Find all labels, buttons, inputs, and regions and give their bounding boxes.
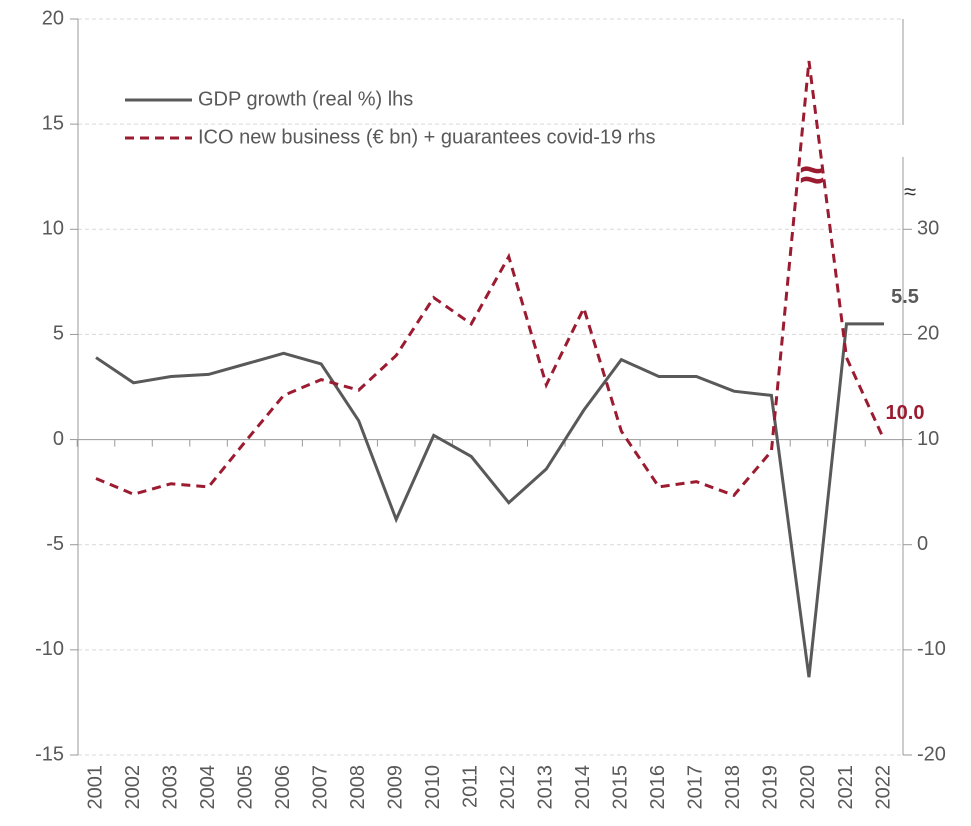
x-tick-label: 2017 xyxy=(685,765,707,810)
x-tick-label: 2007 xyxy=(309,765,331,810)
y2-tick-label: -20 xyxy=(917,743,946,765)
x-tick-label: 2004 xyxy=(197,765,219,810)
x-tick-label: 2014 xyxy=(572,765,594,810)
legend-label: ICO new business (€ bn) + guarantees cov… xyxy=(198,126,655,148)
axis-break-mark: ≈ xyxy=(800,151,824,200)
y-tick-label: 10 xyxy=(42,218,64,240)
y-tick-label: 15 xyxy=(42,112,64,134)
y2-tick-label: 10 xyxy=(917,428,939,450)
x-tick-label: 2021 xyxy=(835,765,857,810)
x-tick-label: 2008 xyxy=(347,765,369,810)
x-tick-label: 2016 xyxy=(647,765,669,810)
y-tick-label: 5 xyxy=(53,323,64,345)
y2-tick-label: -10 xyxy=(917,638,946,660)
x-tick-label: 2015 xyxy=(610,765,632,810)
x-tick-label: 2010 xyxy=(422,765,444,810)
x-tick-label: 2011 xyxy=(460,765,482,808)
axis-break-mark: ≈ xyxy=(904,179,916,204)
y-tick-label: -10 xyxy=(35,638,64,660)
x-tick-label: 2018 xyxy=(722,765,744,810)
x-tick-label: 2022 xyxy=(872,765,894,810)
y2-tick-label: 20 xyxy=(917,323,939,345)
y-tick-label: -15 xyxy=(35,743,64,765)
series-line xyxy=(95,322,884,678)
y2-tick-label: 0 xyxy=(917,533,928,555)
x-tick-label: 2009 xyxy=(384,765,406,810)
x-tick-label: 2005 xyxy=(234,765,256,810)
y2-tick-label: 30 xyxy=(917,218,939,240)
y-tick-label: -5 xyxy=(46,533,64,555)
x-tick-label: 2006 xyxy=(272,765,294,810)
data-label: 10.0 xyxy=(886,402,925,424)
data-label: 5.5 xyxy=(891,286,919,308)
x-tick-label: 2003 xyxy=(159,765,181,810)
x-tick-label: 2012 xyxy=(497,765,519,810)
legend-label: GDP growth (real %) lhs xyxy=(198,88,413,110)
x-tick-label: 2019 xyxy=(760,765,782,810)
x-tick-label: 2001 xyxy=(84,765,106,810)
y-tick-label: 20 xyxy=(42,7,64,29)
x-tick-label: 2020 xyxy=(797,765,819,810)
x-tick-label: 2013 xyxy=(535,765,557,810)
x-tick-label: 2002 xyxy=(122,765,144,810)
y-tick-label: 0 xyxy=(53,428,64,450)
